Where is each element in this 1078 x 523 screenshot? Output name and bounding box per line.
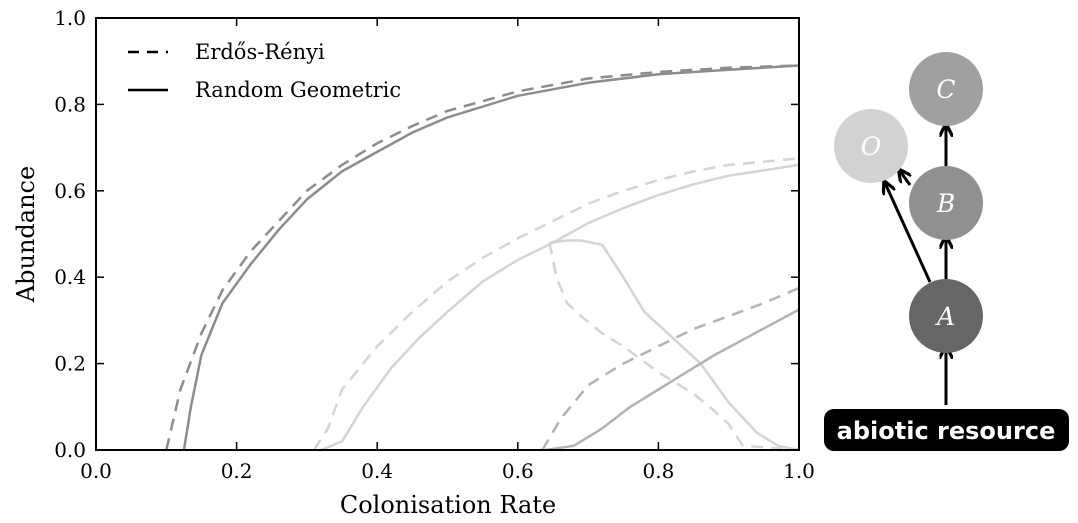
- x-tick-label: 0.4: [361, 459, 393, 483]
- node-b-label: B: [936, 189, 955, 218]
- node-c-circle: [909, 52, 983, 126]
- y-tick-label: 0.2: [54, 352, 86, 376]
- abiotic-resource-background: [824, 409, 1069, 451]
- y-tick-label: 0.0: [54, 438, 86, 462]
- x-tick-label: 0.6: [502, 459, 534, 483]
- node-c-label: C: [936, 75, 955, 104]
- node-a-circle: [909, 279, 983, 353]
- node-o-label: O: [861, 132, 882, 161]
- series-layer: [165, 64, 799, 450]
- series-line-a-solid: [182, 64, 799, 450]
- x-tick-label: 0.2: [221, 459, 253, 483]
- x-axis-label: Colonisation Rate: [340, 491, 556, 519]
- food-web-diagram: C O B A abiotic resource: [824, 52, 1069, 451]
- legend-label-random-geometric: Random Geometric: [195, 78, 401, 102]
- node-b: B: [909, 166, 983, 240]
- node-a-label: A: [935, 302, 955, 331]
- plot-area: 0.0 0.2 0.4 0.6 0.8 1.0 0.0 0.2 0.4 0.6 0.8 1.0: [54, 6, 815, 483]
- node-b-circle: [909, 166, 983, 240]
- series-line-c-solid: [545, 308, 799, 450]
- plot-frame: [95, 17, 800, 451]
- arrow-b-to-o: [900, 171, 910, 186]
- x-tick-label: 1.0: [783, 459, 815, 483]
- legend: Erdős-Rényi Random Geometric: [128, 40, 401, 102]
- x-tick-label: 0.0: [80, 459, 112, 483]
- node-a: A: [909, 279, 983, 353]
- series-line-b-dashed: [312, 157, 799, 450]
- y-tick-label: 0.6: [54, 179, 86, 203]
- legend-label-erdos-renyi: Erdős-Rényi: [195, 40, 325, 64]
- series-line-a-dashed: [165, 64, 799, 450]
- series-line-b-solid: [320, 163, 799, 450]
- y-axis-label: Abundance: [12, 166, 40, 303]
- y-tick-label: 0.8: [54, 92, 86, 116]
- node-o: O: [834, 109, 908, 183]
- ticks-layer: 0.0 0.2 0.4 0.6 0.8 1.0 0.0 0.2 0.4 0.6 0.8 1.0: [54, 6, 815, 483]
- y-tick-label: 1.0: [54, 6, 86, 30]
- node-c: C: [909, 52, 983, 126]
- abiotic-resource-box: abiotic resource: [824, 409, 1069, 451]
- x-tick-label: 0.8: [642, 459, 674, 483]
- series-line-c-dashed: [541, 286, 799, 450]
- y-tick-label: 0.4: [54, 265, 86, 289]
- series-line-b-decline-solid: [549, 239, 799, 450]
- node-o-circle: [834, 109, 908, 183]
- abiotic-resource-label: abiotic resource: [837, 417, 1056, 445]
- arrow-a-to-o: [885, 183, 932, 283]
- series-line-b-decline-dashed: [548, 242, 799, 450]
